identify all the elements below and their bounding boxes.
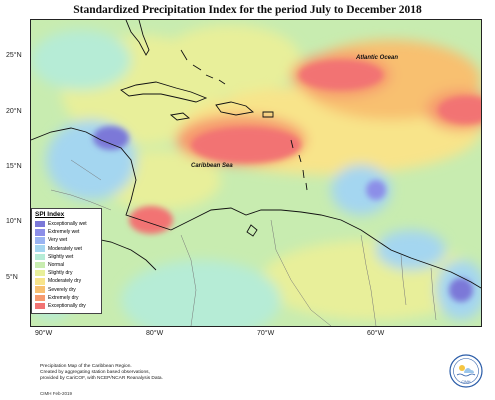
- legend-swatch: [35, 269, 45, 277]
- border-suriname: [400, 254, 407, 306]
- footnote-line-3: provided by CariCOF, with NCEP/NCAR Rean…: [40, 376, 163, 381]
- legend-swatch: [35, 237, 45, 244]
- legend-item: Moderately wet: [35, 245, 98, 253]
- legend-swatch: [35, 286, 45, 293]
- wet-zone-guyana: [376, 230, 446, 270]
- legend-item: Severely dry: [35, 286, 98, 294]
- border-colombia: [180, 234, 197, 326]
- label-caribbean-sea: Caribbean Sea: [191, 163, 233, 169]
- wet-core-antilles: [366, 180, 386, 200]
- label-atlantic-ocean: Atlantic Ocean: [356, 55, 399, 61]
- legend-label: Normal: [48, 262, 65, 269]
- wet-zone-antilles: [331, 165, 391, 215]
- legend-item: Moderately dry: [35, 277, 98, 285]
- puerto-rico-coast: [262, 111, 274, 118]
- legend-swatch: [35, 294, 45, 302]
- footnote-line-1: Precipitation Map of the Caribbean Regio…: [40, 364, 132, 369]
- bahamas-coast: [180, 49, 226, 85]
- legend-swatch: [35, 261, 45, 269]
- spi-map: [30, 19, 482, 327]
- legend-swatch: [35, 278, 45, 285]
- border-guyana: [360, 234, 377, 326]
- dry-core-caribbean: [191, 127, 301, 163]
- lon-label-90w: 90°W: [35, 330, 53, 337]
- legend-rows: Exceptionally wet Extremely wet Very wet Mo…: [35, 220, 98, 310]
- legend-swatch: [35, 229, 45, 236]
- legend-item: Very wet: [35, 236, 98, 244]
- wet-core-amazon: [449, 278, 473, 302]
- legend-label: Very wet: [48, 237, 68, 244]
- border-french-guiana: [430, 267, 437, 321]
- legend-label: Exceptionally dry: [48, 302, 86, 309]
- legend-label: Slightly wet: [48, 253, 74, 260]
- cimh-logo: CIMH: [449, 354, 483, 388]
- borders: [50, 159, 437, 326]
- wet-zone-colombia: [121, 260, 281, 326]
- dry-core-central-america: [129, 206, 173, 234]
- hispaniola-coast: [215, 101, 255, 116]
- dry-core-atlantic: [299, 60, 383, 90]
- legend-item: Slightly dry: [35, 269, 98, 277]
- legend-title: SPI Index: [35, 211, 65, 218]
- border-central-america: [50, 159, 112, 211]
- legend-swatch: [35, 245, 45, 252]
- dry-core-east: [438, 96, 481, 124]
- credit: CIMH Feb-2019: [40, 391, 73, 396]
- spi-legend: SPI Index Exceptionally wet Extremely wet…: [31, 208, 102, 315]
- legend-swatch: [35, 253, 45, 261]
- legend-label: Extremely dry: [48, 294, 79, 301]
- south-america-coast: [170, 207, 481, 289]
- footnote: Precipitation Map of the Caribbean Regio…: [40, 364, 280, 382]
- legend-label: Slightly dry: [48, 270, 73, 277]
- legend-item: Extremely wet: [35, 228, 98, 236]
- lat-label-15n: 15°N: [6, 163, 22, 170]
- lon-label-80w: 80°W: [146, 330, 164, 337]
- lon-label-60w: 60°W: [367, 330, 385, 337]
- maracaibo-coast: [246, 224, 258, 237]
- legend-item: Extremely dry: [35, 294, 98, 302]
- legend-item: Slightly wet: [35, 253, 98, 261]
- legend-label: Severely dry: [48, 286, 76, 293]
- border-venezuela: [270, 219, 332, 326]
- legend-label: Moderately dry: [48, 278, 82, 285]
- wet-core-honduras: [93, 126, 129, 150]
- legend-label: Moderately wet: [48, 245, 82, 252]
- central-america-coast: [31, 127, 172, 231]
- legend-item: Normal: [35, 261, 98, 269]
- legend-item: Exceptionally wet: [35, 220, 98, 228]
- spi-field: [31, 20, 481, 326]
- footnote-line-2: Created by aggregating station based obs…: [40, 370, 150, 375]
- lon-label-70w: 70°W: [257, 330, 275, 337]
- lat-label-25n: 25°N: [6, 52, 22, 59]
- logo-text: CIMH: [462, 380, 471, 384]
- lat-label-20n: 20°N: [6, 108, 22, 115]
- florida-coast: [125, 20, 150, 56]
- map-title: Standardized Precipitation Index for the…: [73, 4, 422, 16]
- wet-zone-gulf: [31, 30, 131, 90]
- legend-swatch: [35, 220, 45, 228]
- legend-item: Exceptionally dry: [35, 302, 98, 310]
- dry-zone-bahamas: [161, 25, 301, 95]
- lat-label-10n: 10°N: [6, 218, 22, 225]
- jamaica-coast: [169, 112, 191, 121]
- lat-label-5n: 5°N: [6, 274, 18, 281]
- legend-swatch: [35, 302, 45, 310]
- legend-label: Extremely wet: [48, 229, 80, 236]
- legend-label: Exceptionally wet: [48, 221, 87, 228]
- lesser-antilles-coast: [290, 139, 308, 191]
- cuba-coast: [120, 81, 208, 103]
